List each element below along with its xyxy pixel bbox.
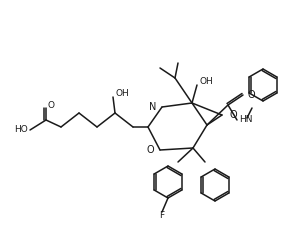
Text: O: O — [229, 110, 237, 120]
Text: F: F — [159, 212, 164, 221]
Text: OH: OH — [115, 89, 129, 99]
Text: N: N — [149, 102, 156, 112]
Text: O: O — [147, 145, 154, 155]
Text: HN: HN — [239, 115, 252, 125]
Text: O: O — [48, 100, 55, 109]
Text: O: O — [248, 90, 256, 100]
Text: OH: OH — [199, 76, 213, 86]
Text: HO: HO — [14, 126, 28, 134]
